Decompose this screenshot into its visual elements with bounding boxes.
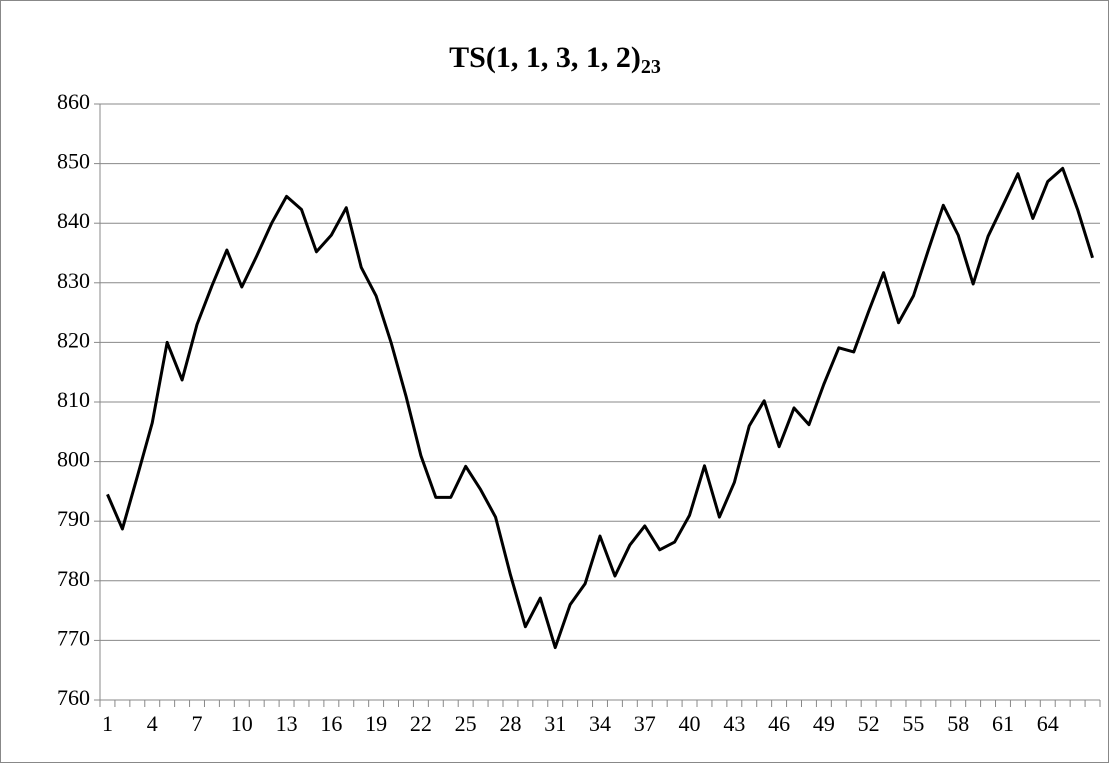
x-tick-label: 1 — [102, 711, 113, 736]
y-tick-label: 860 — [57, 89, 90, 114]
x-tick-label: 52 — [858, 711, 880, 736]
y-tick-label: 820 — [57, 327, 90, 352]
x-tick-label: 40 — [679, 711, 701, 736]
x-tick-label: 28 — [499, 711, 521, 736]
x-tick-label: 13 — [276, 711, 298, 736]
x-tick-label: 34 — [589, 711, 611, 736]
y-tick-label: 850 — [57, 149, 90, 174]
x-tick-label: 4 — [147, 711, 158, 736]
x-tick-label: 10 — [231, 711, 253, 736]
y-tick-label: 810 — [57, 387, 90, 412]
x-tick-label: 31 — [544, 711, 566, 736]
x-tick-label: 58 — [947, 711, 969, 736]
data-line — [106, 166, 1094, 650]
title-main: TS(1, 1, 3, 1, 2) — [449, 41, 641, 74]
x-tick-label: 37 — [634, 711, 656, 736]
x-tick-label: 22 — [410, 711, 432, 736]
x-tick-label: 55 — [902, 711, 924, 736]
x-tick-label: 25 — [455, 711, 477, 736]
x-tick-label: 16 — [320, 711, 342, 736]
y-tick-label: 770 — [57, 625, 90, 650]
y-tick-label: 800 — [57, 447, 90, 472]
x-tick-label: 43 — [723, 711, 745, 736]
x-tick-label: 64 — [1037, 711, 1059, 736]
x-tick-label: 49 — [813, 711, 835, 736]
x-tick-label: 46 — [768, 711, 790, 736]
y-tick-label: 830 — [57, 268, 90, 293]
chart-title: TS(1, 1, 3, 1, 2)23 — [449, 41, 661, 78]
x-tick-label: 61 — [992, 711, 1014, 736]
x-tick-label: 7 — [192, 711, 203, 736]
y-tick-label: 780 — [57, 566, 90, 591]
y-tick-label: 840 — [57, 208, 90, 233]
title-subscript: 23 — [641, 56, 661, 78]
y-tick-label: 760 — [57, 685, 90, 710]
y-tick-label: 790 — [57, 506, 90, 531]
x-tick-label: 19 — [365, 711, 387, 736]
